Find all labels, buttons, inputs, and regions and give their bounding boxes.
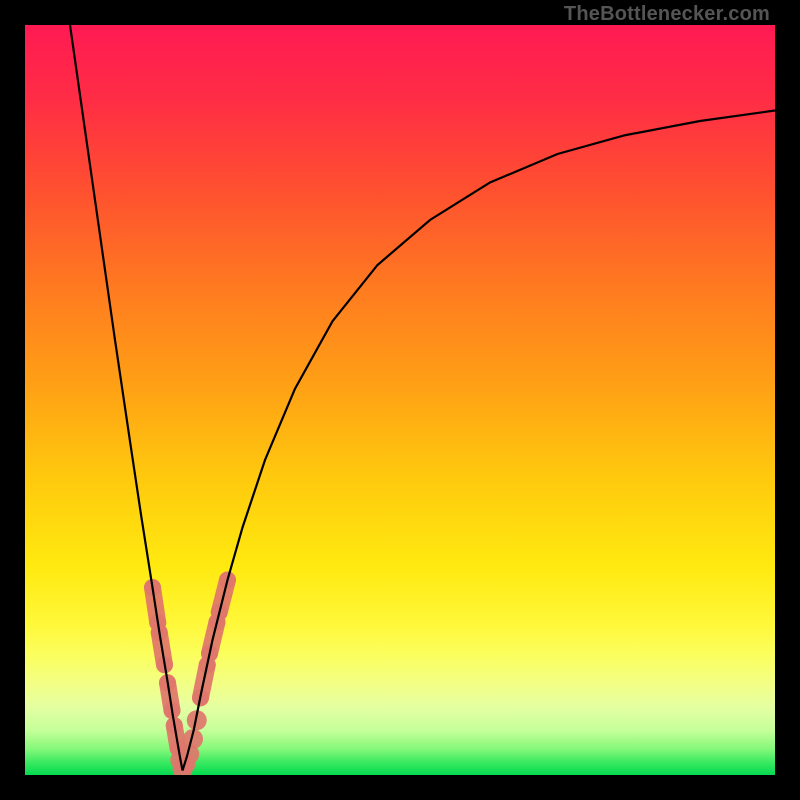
curve-right	[183, 111, 776, 771]
chart-svg	[25, 25, 775, 775]
chart-frame: TheBottlenecker.com	[0, 0, 800, 800]
plot-area	[25, 25, 775, 775]
watermark-text: TheBottlenecker.com	[564, 3, 770, 26]
